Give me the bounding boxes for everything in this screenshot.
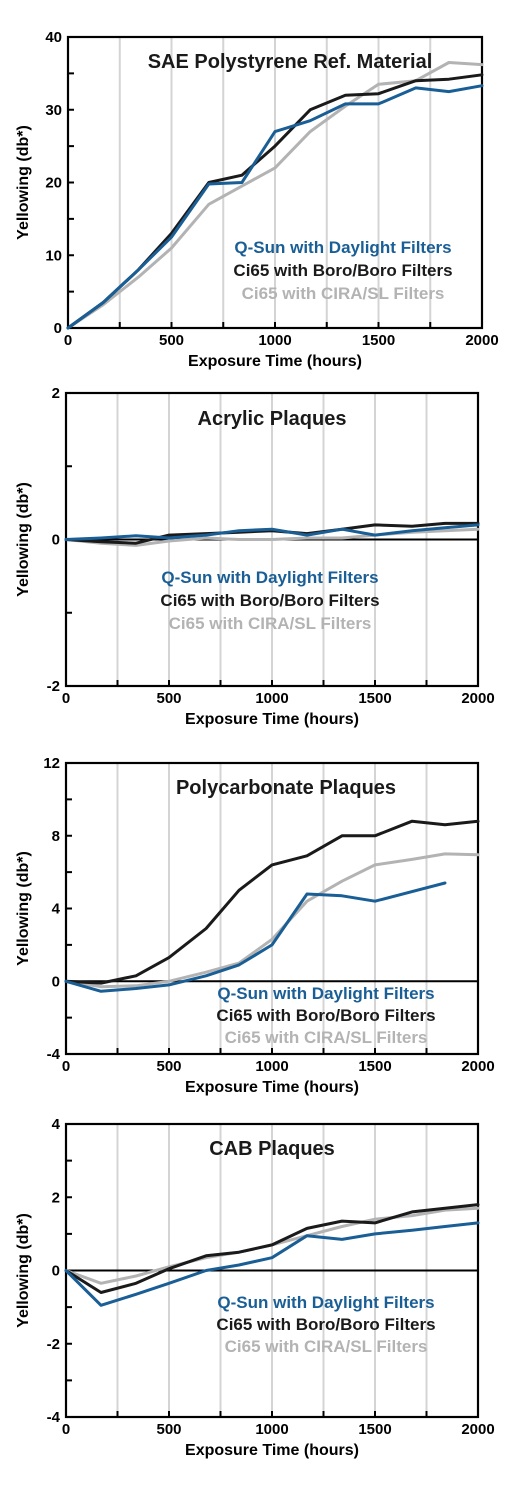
chart-title: Polycarbonate Plaques bbox=[176, 777, 396, 799]
legend-entry: Ci65 with Boro/Boro Filters bbox=[216, 1315, 435, 1334]
chart-panel-4: 0 500 1000 1500 2000 -4 -2 0 2 4 Exposure Time (ho… bbox=[15, 1116, 495, 1459]
chart-panel-1: 0 500 1000 1500 2000 0 10 20 30 40 Exposure Time (… bbox=[15, 29, 499, 370]
y-axis-title: Yellowing (db*) bbox=[15, 482, 32, 597]
legend-entry: Ci65 with CIRA/SL Filters bbox=[225, 1028, 428, 1047]
x-axis-title: Exposure Time (hours) bbox=[185, 711, 359, 728]
x-tick-label: 2000 bbox=[461, 1058, 494, 1075]
x-tick-label: 500 bbox=[156, 690, 181, 707]
y-tick-label: 4 bbox=[52, 1116, 61, 1133]
series-line-3 bbox=[64, 523, 480, 541]
y-tick-label: 12 bbox=[43, 755, 60, 772]
y-tick-label: 40 bbox=[45, 29, 62, 46]
y-tick-label: -4 bbox=[47, 1046, 61, 1063]
series-line-2 bbox=[64, 1203, 480, 1294]
x-tick-label: 500 bbox=[159, 332, 184, 349]
series-line-2 bbox=[64, 819, 480, 985]
x-tick-label: 500 bbox=[156, 1421, 181, 1438]
legend-entry: Ci65 with Boro/Boro Filters bbox=[160, 591, 379, 610]
y-tick-label: 4 bbox=[52, 901, 61, 918]
x-tick-label: 1000 bbox=[255, 1421, 288, 1438]
x-tick-label: 0 bbox=[62, 690, 70, 707]
legend-entry: Q-Sun with Daylight Filters bbox=[161, 568, 378, 587]
series-line-3 bbox=[66, 84, 484, 330]
x-tick-label: 1500 bbox=[362, 332, 395, 349]
x-tick-label: 2000 bbox=[465, 332, 498, 349]
chart-title: Acrylic Plaques bbox=[198, 408, 347, 430]
y-tick-label: -2 bbox=[47, 678, 60, 695]
legend-entry: Ci65 with CIRA/SL Filters bbox=[242, 284, 445, 303]
y-tick-label: 0 bbox=[52, 1263, 60, 1280]
x-tick-label: 0 bbox=[64, 332, 72, 349]
y-axis-title: Yellowing (db*) bbox=[15, 851, 32, 966]
x-tick-label: 1500 bbox=[358, 1421, 391, 1438]
x-tick-label: 0 bbox=[62, 1421, 70, 1438]
y-tick-label: 2 bbox=[52, 385, 60, 402]
x-axis-title: Exposure Time (hours) bbox=[188, 353, 362, 370]
legend-entry: Q-Sun with Daylight Filters bbox=[217, 984, 434, 1003]
chart-title: SAE Polystyrene Ref. Material bbox=[148, 51, 433, 73]
y-tick-label: -4 bbox=[47, 1409, 61, 1426]
series-line-3 bbox=[64, 1221, 480, 1307]
legend-entry: Ci65 with Boro/Boro Filters bbox=[216, 1006, 435, 1025]
x-axis-title: Exposure Time (hours) bbox=[185, 1079, 359, 1096]
y-axis-title: Yellowing (db*) bbox=[15, 1213, 32, 1328]
y-tick-label: 2 bbox=[52, 1189, 60, 1206]
x-tick-label: 0 bbox=[62, 1058, 70, 1075]
legend-entry: Q-Sun with Daylight Filters bbox=[217, 1293, 434, 1312]
y-tick-label: 8 bbox=[52, 828, 60, 845]
y-tick-label: 0 bbox=[52, 532, 60, 549]
x-tick-label: 1000 bbox=[258, 332, 291, 349]
y-tick-label: -2 bbox=[47, 1336, 60, 1353]
y-tick-label: 0 bbox=[52, 973, 60, 990]
x-tick-label: 1500 bbox=[358, 1058, 391, 1075]
y-tick-label: 10 bbox=[45, 247, 62, 264]
series-line-3 bbox=[64, 881, 447, 993]
y-tick-label: 20 bbox=[45, 175, 62, 192]
x-tick-label: 1000 bbox=[255, 1058, 288, 1075]
legend-entry: Ci65 with CIRA/SL Filters bbox=[169, 614, 372, 633]
x-tick-label: 1500 bbox=[358, 690, 391, 707]
series-line-1 bbox=[64, 852, 480, 989]
x-tick-label: 2000 bbox=[461, 1421, 494, 1438]
x-tick-label: 500 bbox=[156, 1058, 181, 1075]
legend-entry: Q-Sun with Daylight Filters bbox=[234, 238, 451, 257]
y-axis-title: Yellowing (db*) bbox=[15, 125, 32, 240]
legend-entry: Ci65 with CIRA/SL Filters bbox=[225, 1337, 428, 1356]
x-tick-label: 2000 bbox=[461, 690, 494, 707]
y-tick-label: 30 bbox=[45, 102, 62, 119]
y-tick-label: 0 bbox=[54, 320, 62, 337]
x-tick-label: 1000 bbox=[255, 690, 288, 707]
chart-title: CAB Plaques bbox=[209, 1138, 335, 1160]
x-axis-title: Exposure Time (hours) bbox=[185, 1442, 359, 1459]
legend-entry: Ci65 with Boro/Boro Filters bbox=[233, 261, 452, 280]
